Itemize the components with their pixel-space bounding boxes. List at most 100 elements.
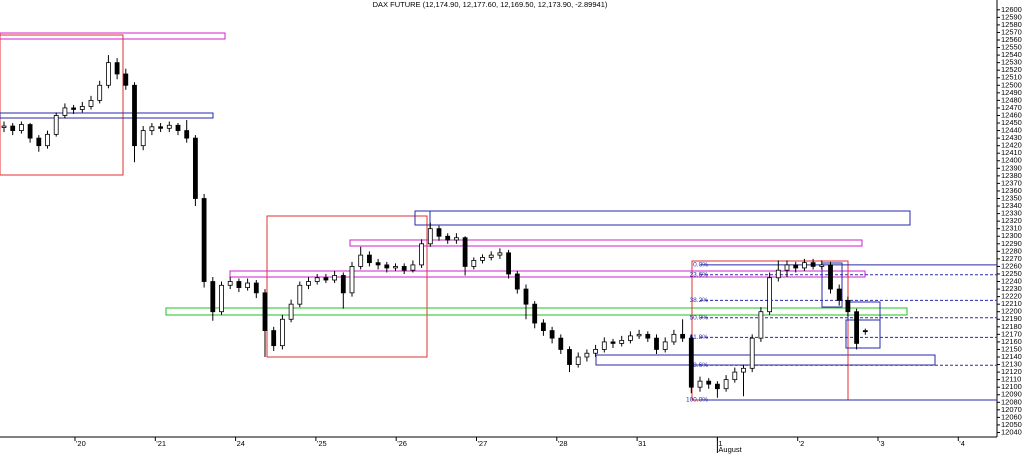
y-tick-label: 12370 xyxy=(1001,178,1022,187)
fib-label: 23.6% xyxy=(690,271,709,278)
candle-body xyxy=(10,125,16,131)
zone-box xyxy=(595,354,936,366)
candle-body xyxy=(236,281,242,288)
fib-label: 0.0% xyxy=(693,262,708,269)
candle-body xyxy=(332,275,338,281)
candle-body xyxy=(453,237,459,241)
y-tick-label: 12130 xyxy=(1001,360,1022,369)
candle-body xyxy=(549,330,555,339)
candle-body xyxy=(471,259,477,267)
y-tick-label: 12140 xyxy=(1001,352,1022,361)
candle-body xyxy=(497,252,503,256)
y-tick-label: 12090 xyxy=(1001,390,1022,399)
candle-body xyxy=(480,256,485,261)
candle-body xyxy=(741,367,746,373)
x-tick-label: '20 xyxy=(76,439,86,448)
y-tick-label: 12500 xyxy=(1001,80,1022,89)
y-tick-label: 12430 xyxy=(1001,133,1022,142)
candle-body xyxy=(323,277,329,281)
y-tick-label: 12510 xyxy=(1001,73,1022,82)
candle-body xyxy=(654,337,659,350)
candle-body xyxy=(488,254,494,258)
candle-body xyxy=(784,264,790,271)
candle-body xyxy=(140,130,146,147)
candle-body xyxy=(114,62,120,75)
y-tick-label: 12590 xyxy=(1001,12,1022,21)
candle-body xyxy=(427,228,433,245)
y-tick-label: 12170 xyxy=(1001,329,1022,338)
candle-body xyxy=(567,349,572,365)
y-tick-label: 12220 xyxy=(1001,292,1022,301)
candle-body xyxy=(184,130,190,139)
y-tick-label: 12410 xyxy=(1001,148,1022,157)
candle-body xyxy=(306,281,311,286)
zone-box xyxy=(821,262,843,308)
candle-body xyxy=(828,264,833,290)
candle-body xyxy=(132,84,137,147)
y-tick-label: 12320 xyxy=(1001,216,1022,225)
candle-body xyxy=(802,262,807,269)
y-tick-label: 12540 xyxy=(1001,50,1022,59)
candle-body xyxy=(758,311,764,339)
candle-body xyxy=(836,288,842,301)
x-tick-label: '2 xyxy=(799,439,805,448)
candle-body xyxy=(514,273,520,290)
y-tick-label: 12200 xyxy=(1001,307,1022,316)
candle-body xyxy=(1,125,7,128)
candle-body xyxy=(662,341,668,350)
candle-body xyxy=(227,281,233,286)
y-tick-label: 12270 xyxy=(1001,254,1022,263)
candle-body xyxy=(219,284,224,313)
y-tick-label: 12160 xyxy=(1001,337,1022,346)
x-tick-label: '25 xyxy=(317,439,327,448)
candle-body xyxy=(532,303,538,324)
candle-body xyxy=(636,333,642,337)
candle-body xyxy=(279,318,285,347)
candle-body xyxy=(27,124,33,139)
y-tick-label: 12560 xyxy=(1001,35,1022,44)
x-tick-label: '4 xyxy=(959,439,965,448)
candle-body xyxy=(749,337,755,369)
x-tick-label: '27 xyxy=(478,439,488,448)
candle-body xyxy=(245,282,251,288)
candle-body xyxy=(715,383,720,390)
x-tick-label: '26 xyxy=(397,439,407,448)
candle-body xyxy=(523,288,529,305)
y-tick-label: 12570 xyxy=(1001,27,1022,36)
zone-box xyxy=(0,34,124,176)
candle-body xyxy=(862,330,868,333)
y-tick-label: 12080 xyxy=(1001,397,1022,406)
candle-body xyxy=(97,84,103,101)
candle-body xyxy=(88,99,94,107)
y-tick-label: 12530 xyxy=(1001,58,1022,67)
candle-body xyxy=(436,228,442,237)
x-tick-label: '21 xyxy=(156,439,166,448)
y-tick-label: 12340 xyxy=(1001,201,1022,210)
x-tick-label: '3 xyxy=(879,439,885,448)
y-tick-label: 12060 xyxy=(1001,412,1022,421)
y-tick-label: 12420 xyxy=(1001,141,1022,150)
candle-body xyxy=(393,266,398,269)
candle-body xyxy=(375,262,381,266)
zone-box xyxy=(414,210,911,226)
candle-body xyxy=(541,322,546,331)
candle-body xyxy=(410,264,416,271)
candle-body xyxy=(192,137,198,199)
y-tick-label: 12150 xyxy=(1001,344,1022,353)
y-tick-label: 12260 xyxy=(1001,261,1022,270)
x-tick-label: 1 xyxy=(718,439,722,448)
candle-body xyxy=(384,264,390,269)
candle-body xyxy=(575,356,581,365)
y-tick-label: 12330 xyxy=(1001,209,1022,218)
y-tick-label: 12050 xyxy=(1001,420,1022,429)
candle-body xyxy=(706,380,712,385)
x-tick-label: 24 xyxy=(237,439,245,448)
y-tick-label: 12400 xyxy=(1001,156,1022,165)
y-tick-label: 12440 xyxy=(1001,126,1022,135)
zone-box xyxy=(0,32,226,40)
candle-body xyxy=(166,124,172,129)
zone-box xyxy=(349,239,863,247)
candle-body xyxy=(697,380,703,388)
x-sublabel: August xyxy=(718,445,742,454)
